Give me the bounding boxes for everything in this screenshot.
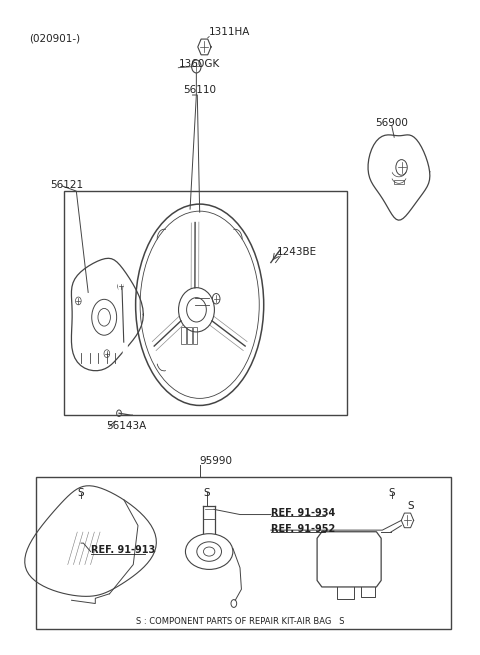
Text: (020901-): (020901-) xyxy=(29,33,80,43)
Bar xyxy=(181,328,186,344)
Text: 1243BE: 1243BE xyxy=(277,246,317,257)
Text: S : COMPONENT PARTS OF REPAIR KIT-AIR BAG   S: S : COMPONENT PARTS OF REPAIR KIT-AIR BA… xyxy=(136,616,344,626)
Text: REF. 91-952: REF. 91-952 xyxy=(271,524,335,534)
Text: 56900: 56900 xyxy=(375,118,408,128)
Text: 1311HA: 1311HA xyxy=(209,27,251,37)
Text: S: S xyxy=(204,488,210,498)
Bar xyxy=(192,328,197,344)
Bar xyxy=(36,477,451,629)
Text: 56121: 56121 xyxy=(50,179,84,189)
Text: 56110: 56110 xyxy=(183,85,216,96)
Bar xyxy=(187,328,192,344)
Text: S: S xyxy=(78,488,84,498)
Text: S: S xyxy=(388,488,395,498)
Text: S: S xyxy=(408,501,414,511)
Text: 95990: 95990 xyxy=(200,456,233,466)
Text: 56143A: 56143A xyxy=(106,421,146,431)
Text: REF. 91-934: REF. 91-934 xyxy=(271,508,335,517)
Bar xyxy=(64,191,347,415)
Text: REF. 91-913: REF. 91-913 xyxy=(91,544,155,555)
Text: 1360GK: 1360GK xyxy=(179,60,219,69)
Bar xyxy=(394,180,404,184)
